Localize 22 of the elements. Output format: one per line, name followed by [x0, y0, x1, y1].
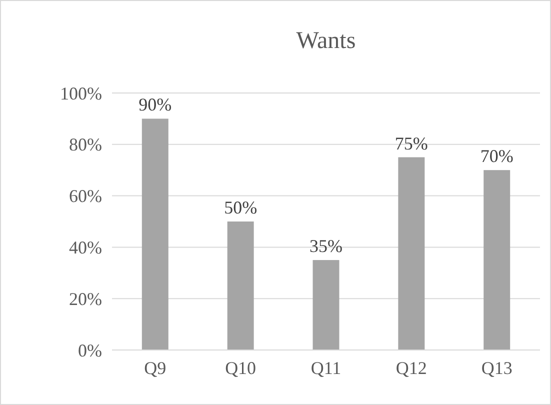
x-tick-label: Q10: [225, 358, 256, 378]
data-label: 70%: [480, 146, 514, 166]
y-tick-label: 80%: [69, 134, 102, 155]
y-tick-label: 0%: [78, 340, 102, 360]
data-label: 50%: [224, 198, 258, 218]
bar: [227, 222, 254, 350]
bar: [142, 118, 168, 350]
bar: [398, 157, 425, 350]
data-label: 35%: [310, 236, 342, 256]
chart-title: Wants: [296, 28, 356, 54]
x-tick-label: Q9: [144, 358, 166, 378]
data-label: 75%: [394, 133, 428, 154]
y-tick-label: 100%: [60, 83, 102, 104]
x-tick-label: Q11: [310, 358, 342, 378]
y-tick-label: 40%: [69, 238, 102, 258]
y-tick-label: 60%: [69, 186, 102, 206]
bar: [484, 170, 510, 350]
data-label: 90%: [138, 94, 172, 115]
bar: [312, 260, 340, 350]
y-tick-label: 20%: [69, 288, 102, 309]
x-tick-label: Q13: [481, 358, 512, 378]
x-tick-label: Q12: [396, 358, 427, 378]
